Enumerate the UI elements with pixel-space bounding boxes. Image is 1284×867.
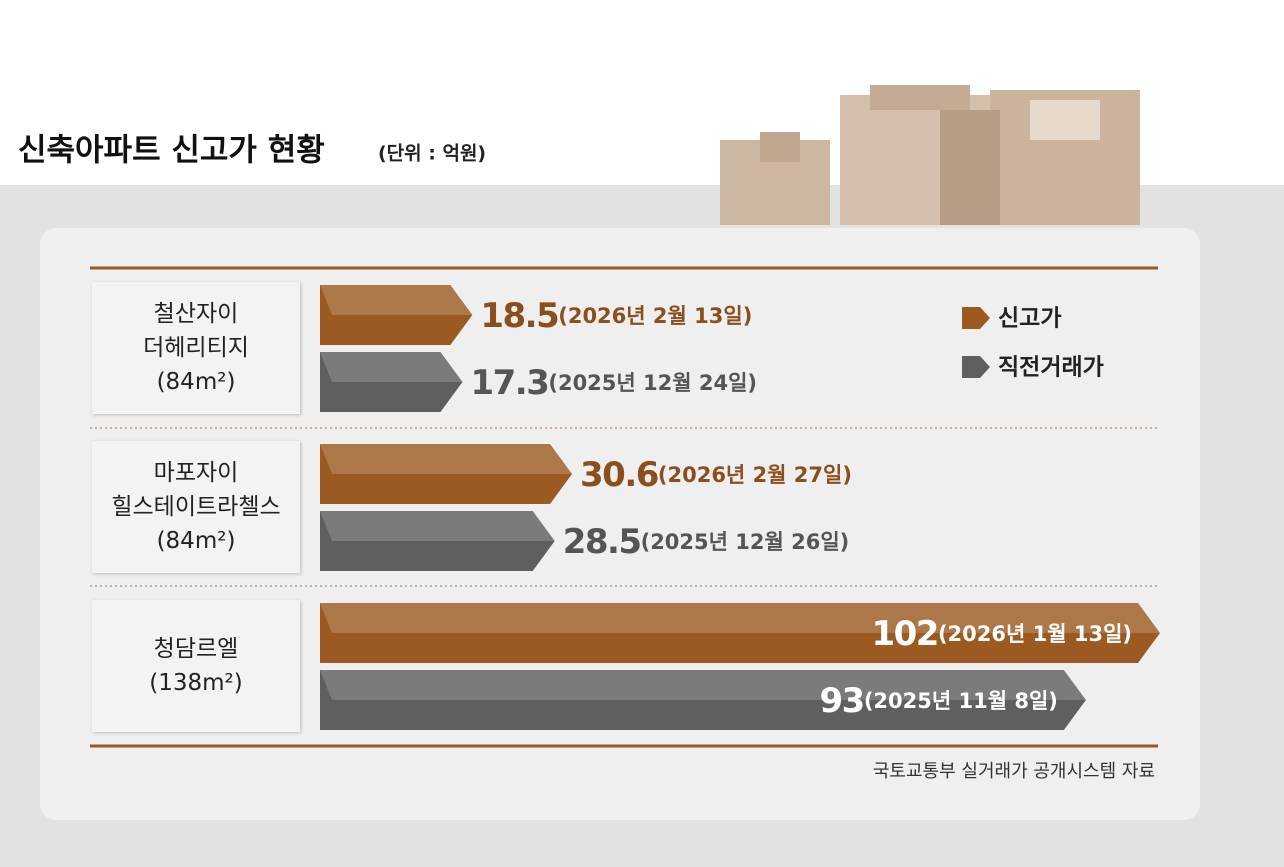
value-label: 18.5(2026년 2월 13일) [480,296,752,336]
category-label: 마포자이 힐스테이트라첼스 (84m²) [92,441,300,573]
legend-swatch [962,307,990,329]
value-label: 28.5(2025년 12월 26일) [563,522,850,562]
value-label: 93(2025년 11월 8일) [819,681,1057,721]
date: (2025년 11월 8일) [864,689,1058,713]
value: 93 [819,681,863,721]
bar-highlight [320,285,473,315]
category-label: 철산자이 더헤리티지 (84m²) [92,282,300,414]
date: (2026년 1월 13일) [938,622,1132,646]
bar-highlight [320,670,1086,700]
date: (2026년 2월 27일) [658,463,852,487]
bar-highlight [320,603,1160,633]
value-label: 30.6(2026년 2월 27일) [580,455,852,495]
category-label: 청담르엘 (138m²) [92,600,300,732]
bar-highlight [320,352,463,382]
bar [320,444,572,504]
value: 18.5 [480,296,558,336]
legend-label: 신고가 [998,306,1061,332]
bar [320,670,1086,730]
date: (2026년 2월 13일) [558,304,752,328]
value: 28.5 [563,522,641,562]
value-label: 17.3(2025년 12월 24일) [470,363,757,403]
bar-highlight [320,444,572,474]
value: 102 [871,614,937,654]
legend-swatch [962,356,990,378]
bar [320,511,555,571]
chart-subtitle: (단위 : 억원) [378,143,486,165]
date: (2025년 12월 24일) [548,371,757,395]
bar-highlight [320,511,555,541]
buildings [720,85,1140,225]
date: (2025년 12월 26일) [641,530,850,554]
bar [320,352,463,412]
chart-title: 신축아파트 신고가 현황 [18,133,325,169]
bar [320,285,473,345]
value: 17.3 [470,363,548,403]
legend-label: 직전거래가 [998,355,1104,381]
value-label: 102(2026년 1월 13일) [871,614,1132,654]
value: 30.6 [580,455,658,495]
bar [320,603,1160,663]
source: 국토교통부 실거래가 공개시스템 자료 [873,761,1155,782]
